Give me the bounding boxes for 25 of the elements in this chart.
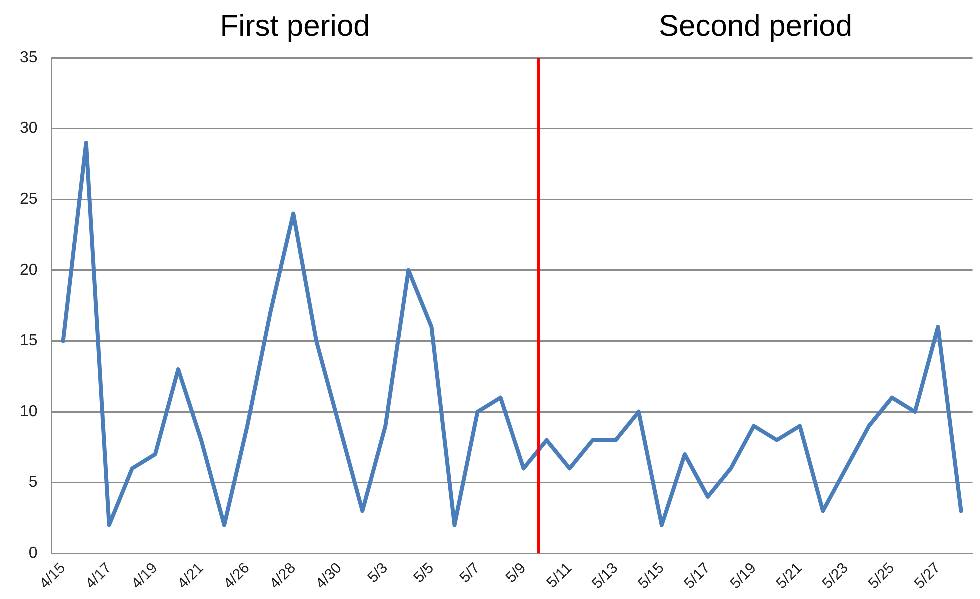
y-tick-label: 25: [20, 191, 38, 208]
x-tick-label: 5/21: [773, 560, 806, 592]
y-tick-label: 20: [20, 262, 38, 279]
x-tick-label: 5/3: [364, 560, 392, 586]
x-tick-label: 4/26: [220, 560, 254, 592]
y-tick-label: 10: [20, 403, 38, 420]
x-tick-label: 5/11: [544, 560, 576, 592]
y-tick-label: 0: [28, 545, 38, 562]
y-tick-label: 15: [20, 332, 38, 350]
x-tick-label: 5/7: [456, 560, 484, 586]
x-tick-label: 5/19: [727, 560, 760, 592]
text: Second period: [659, 10, 853, 43]
x-tick-label: 4/19: [128, 560, 162, 592]
x-tick-label: 4/21: [174, 560, 208, 592]
y-tick-label: 35: [20, 49, 38, 66]
y-tick-label: 5: [28, 474, 38, 492]
x-tick-label: 5/13: [588, 560, 622, 592]
x-tick-label: 4/30: [312, 560, 346, 592]
x-tick-label: 4/28: [266, 560, 300, 592]
x-tick-label: 5/9: [502, 560, 530, 586]
x-tick-label: 5/5: [410, 560, 438, 586]
text: First period: [220, 10, 370, 43]
x-tick-label: 4/15: [36, 560, 70, 592]
x-tick-label: 5/23: [819, 560, 852, 592]
y-tick-label: 30: [20, 120, 38, 138]
